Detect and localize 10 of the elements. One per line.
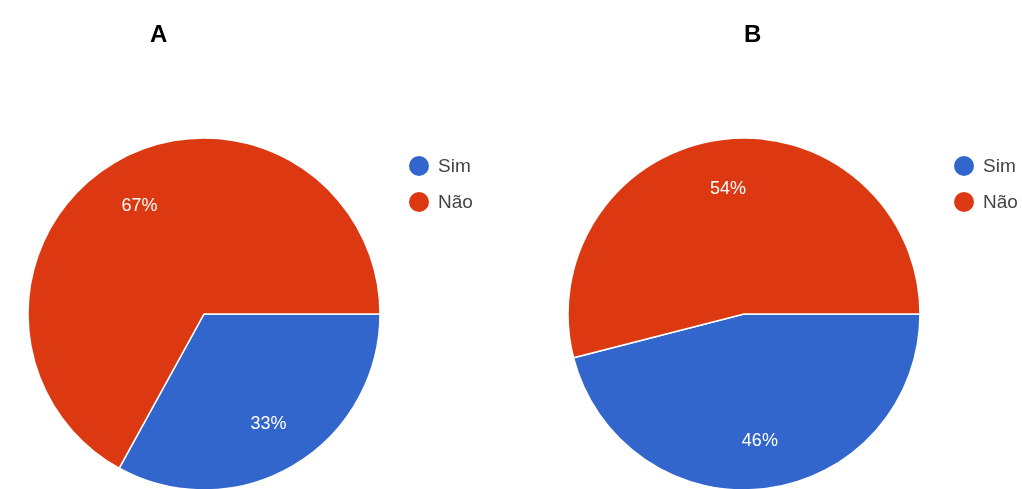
legend-label: Sim: [438, 155, 471, 177]
data-label: 33%: [250, 413, 287, 434]
legend-label: Sim: [983, 155, 1016, 177]
legend-label: Não: [983, 191, 1018, 213]
chart-title: A: [150, 20, 168, 48]
data-label: 46%: [741, 429, 778, 450]
chart-title: B: [744, 20, 762, 48]
data-label: 54%: [710, 178, 747, 199]
data-label: 67%: [121, 194, 158, 215]
legend-label: Não: [438, 191, 473, 213]
